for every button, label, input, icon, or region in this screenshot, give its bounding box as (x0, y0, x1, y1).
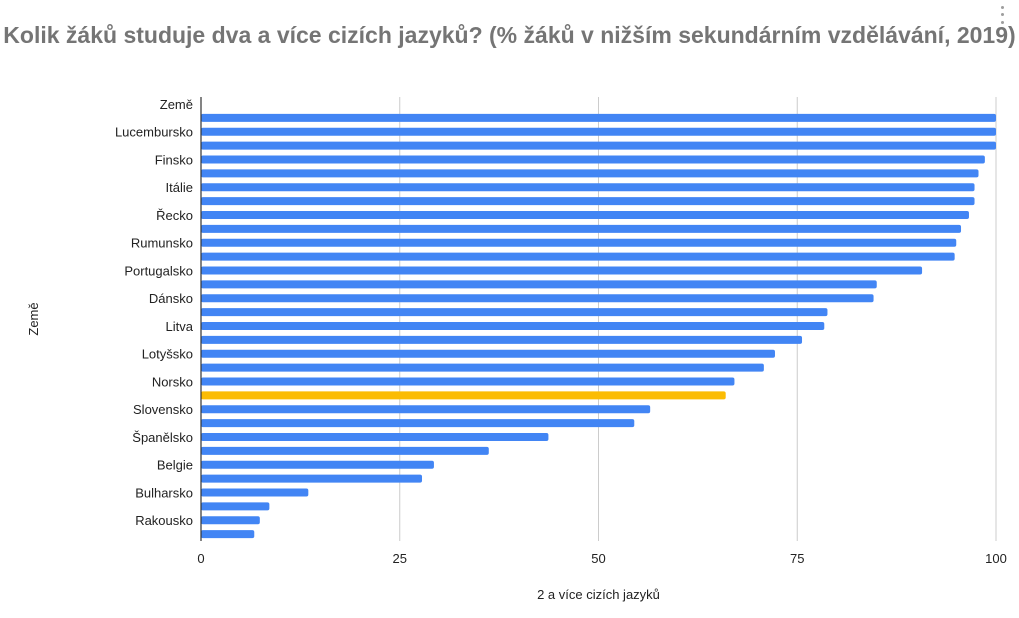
bar[interactable] (201, 266, 923, 275)
gridlines (399, 97, 997, 541)
more-options-icon[interactable] (997, 4, 1007, 26)
y-tick-label: Litva (166, 319, 194, 334)
bar[interactable] (201, 335, 803, 344)
bar[interactable] (201, 169, 979, 178)
y-axis-title: Země (26, 302, 41, 335)
bar[interactable] (201, 502, 270, 511)
bar[interactable] (201, 280, 877, 289)
bar[interactable] (201, 488, 309, 497)
bar[interactable] (201, 363, 764, 372)
bar[interactable] (201, 530, 255, 539)
y-tick-label: Finsko (155, 152, 193, 167)
bar[interactable] (201, 516, 260, 525)
y-tick-label: Itálie (166, 180, 193, 195)
bar[interactable] (201, 321, 825, 330)
y-tick-label: Rakousko (135, 513, 193, 528)
bar[interactable] (201, 113, 996, 122)
x-tick-label: 25 (393, 551, 407, 566)
x-tick-label: 100 (985, 551, 1007, 566)
bar[interactable] (201, 419, 635, 428)
bars (201, 113, 996, 539)
x-tick-label: 75 (790, 551, 804, 566)
y-tick-label: Lucembursko (115, 125, 193, 140)
bar[interactable] (201, 252, 955, 261)
bar[interactable] (201, 238, 957, 247)
y-tick-label: Lotyšsko (142, 347, 193, 362)
bar[interactable] (201, 197, 975, 206)
bar[interactable] (201, 141, 996, 150)
bar[interactable] (201, 294, 874, 303)
x-tick-label: 0 (197, 551, 204, 566)
bar[interactable] (201, 210, 969, 219)
y-tick-label: Bulharsko (135, 485, 193, 500)
bar[interactable] (201, 308, 828, 317)
x-axis-title: 2 a více cizích jazyků (537, 587, 660, 602)
y-tick-label: Norsko (152, 374, 193, 389)
bar[interactable] (201, 432, 549, 441)
bar[interactable] (201, 224, 962, 233)
x-tick-label: 50 (591, 551, 605, 566)
bar[interactable] (201, 405, 651, 414)
bar[interactable] (201, 460, 434, 469)
y-tick-label: Země (160, 97, 193, 112)
bar[interactable] (201, 183, 975, 192)
bar[interactable] (201, 377, 735, 386)
y-tick-label: Rumunsko (131, 236, 193, 251)
bar[interactable] (201, 391, 726, 400)
chart-title: Kolik žáků studuje dva a více cizích jaz… (3, 22, 1016, 48)
bar[interactable] (201, 474, 423, 483)
y-tick-labels: Země Lucembursko Finsko Itálie Řecko Rumunsko… (115, 97, 194, 528)
y-tick-label: Dánsko (149, 291, 193, 306)
bar[interactable] (201, 446, 489, 455)
x-tick-labels: 0 25 50 75 100 (197, 551, 1006, 566)
y-tick-label: Belgie (157, 458, 193, 473)
bar[interactable] (201, 155, 985, 164)
y-tick-label: Portugalsko (124, 263, 193, 278)
y-tick-label: Slovensko (133, 402, 193, 417)
bar[interactable] (201, 127, 996, 136)
y-tick-label: Španělsko (132, 430, 193, 445)
bar[interactable] (201, 349, 775, 358)
y-tick-label: Řecko (156, 208, 193, 223)
